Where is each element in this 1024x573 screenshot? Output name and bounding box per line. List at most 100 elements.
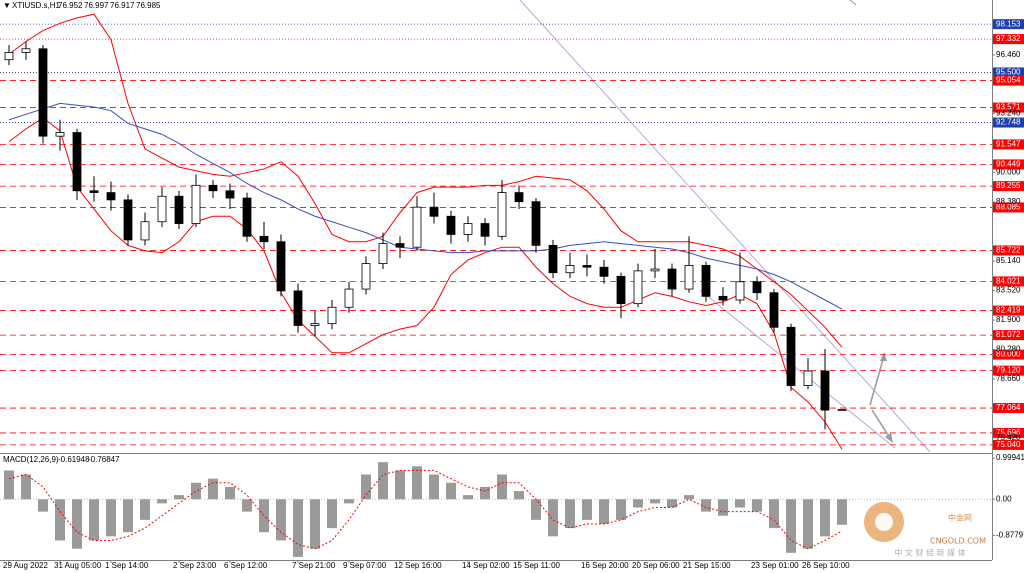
x-tick-label: 16 Sep 20:00 (581, 561, 629, 570)
y-tick-label: 85.140 (996, 256, 1021, 265)
level-label-box (993, 403, 1024, 414)
level-label-box (993, 181, 1024, 192)
candle-body (378, 243, 388, 264)
y-tick-label: 81.900 (996, 315, 1021, 324)
histogram-bar (548, 499, 558, 537)
histogram-bar (123, 499, 133, 533)
candle-body (480, 223, 490, 237)
candle-body (38, 48, 48, 137)
level-label-box (993, 139, 1024, 150)
candle-body (531, 201, 541, 246)
histogram-bar (718, 499, 728, 516)
candle-body (599, 266, 609, 277)
arrow-head (885, 433, 893, 443)
level-label: 90.449 (996, 160, 1021, 169)
histogram-bar (106, 499, 116, 537)
arrow (869, 355, 885, 406)
y-tick-label: 96.460 (996, 50, 1021, 59)
level-label-box (993, 439, 1024, 450)
y-tick-label: 83.520 (996, 286, 1021, 295)
candle-body (344, 288, 354, 308)
level-label-box (993, 305, 1024, 316)
indicator-line (8, 117, 843, 450)
histogram-bar (769, 499, 779, 529)
indicator-value: -0.61948 (58, 455, 90, 464)
level-label: 92.748 (996, 118, 1021, 127)
trend-line (849, 0, 857, 6)
level-label-box (993, 349, 1024, 360)
level-label: 81.072 (996, 330, 1021, 339)
level-label-box (993, 330, 1024, 341)
level-label-box (993, 19, 1024, 30)
candle-body (225, 190, 235, 199)
watermark-slogan: 中 文 财 经 新 媒 体 (894, 548, 965, 558)
x-tick-label: 31 Aug 05:00 (54, 561, 102, 570)
histogram-bar (599, 499, 609, 524)
histogram-bar (225, 486, 235, 500)
watermark: 中金网 CNGOLD.COM 中 文 财 经 新 媒 体 (864, 502, 986, 558)
x-tick-label: 6 Sep 12:00 (224, 561, 268, 570)
histogram-bar (140, 499, 150, 520)
candle-body (803, 370, 813, 386)
histogram-bar (429, 474, 439, 500)
histogram-bar (684, 495, 694, 500)
histogram-bar (38, 499, 48, 512)
candle-body (72, 132, 82, 192)
ohlc-value: 76.917 (110, 1, 135, 10)
histogram-bar (21, 474, 31, 500)
candle-body (276, 241, 286, 292)
histogram-bar (531, 499, 541, 520)
y-tick-label: 75.420 (996, 433, 1021, 442)
level-label: 84.021 (996, 277, 1021, 286)
y-tick-label: 93.240 (996, 109, 1021, 118)
x-tick-label: 9 Sep 07:00 (343, 561, 387, 570)
candle-body (293, 290, 303, 326)
arrow (871, 409, 891, 439)
level-label: 75.040 (996, 440, 1021, 449)
y-tick-label: 80.280 (996, 345, 1021, 354)
histogram-bar (582, 499, 592, 520)
candle-body (174, 195, 184, 224)
histogram-bar (242, 499, 252, 512)
candle-body (633, 270, 643, 305)
candle-body (820, 370, 830, 411)
histogram-bar (446, 482, 456, 500)
indicator-title: MACD(12,26,9) (3, 455, 59, 464)
histogram-bar (701, 499, 711, 512)
candle-body (310, 323, 320, 326)
chart-title: XTIUSD.s,H1 (12, 1, 61, 10)
level-label-box (993, 276, 1024, 287)
histogram-bar (4, 470, 14, 500)
x-tick-label: 1 Sep 14:00 (105, 561, 149, 570)
level-label-box (993, 202, 1024, 213)
indicator-line (8, 469, 843, 550)
candle-body (140, 221, 150, 241)
x-tick-label: 12 Sep 16:00 (394, 561, 442, 570)
level-label: 91.547 (996, 140, 1021, 149)
y-tick-label: 90.000 (996, 168, 1021, 177)
histogram-bar (344, 499, 354, 504)
histogram-bar (395, 470, 405, 500)
candle-body (191, 184, 201, 224)
indicator-value: -0.76847 (88, 455, 120, 464)
arrow-head (880, 352, 887, 361)
y-tick-label: 0.99941 (996, 453, 1024, 462)
candle-body (242, 197, 252, 237)
x-tick-label: 23 Sep 01:00 (751, 561, 799, 570)
logo (875, 513, 893, 531)
candle-body (582, 265, 592, 268)
histogram-bar (820, 499, 830, 537)
candle-body (429, 206, 439, 217)
candle-body (769, 292, 779, 328)
histogram-bar (89, 499, 99, 541)
candle-body (616, 275, 626, 305)
level-label: 95.500 (996, 68, 1021, 77)
histogram-bar (565, 499, 575, 529)
histogram-bar (293, 499, 303, 557)
histogram-bar (667, 499, 677, 508)
candle-body (21, 48, 31, 53)
y-tick-label: -0.87797 (996, 531, 1024, 540)
level-label: 88.085 (996, 203, 1021, 212)
histogram-bar (55, 499, 65, 541)
